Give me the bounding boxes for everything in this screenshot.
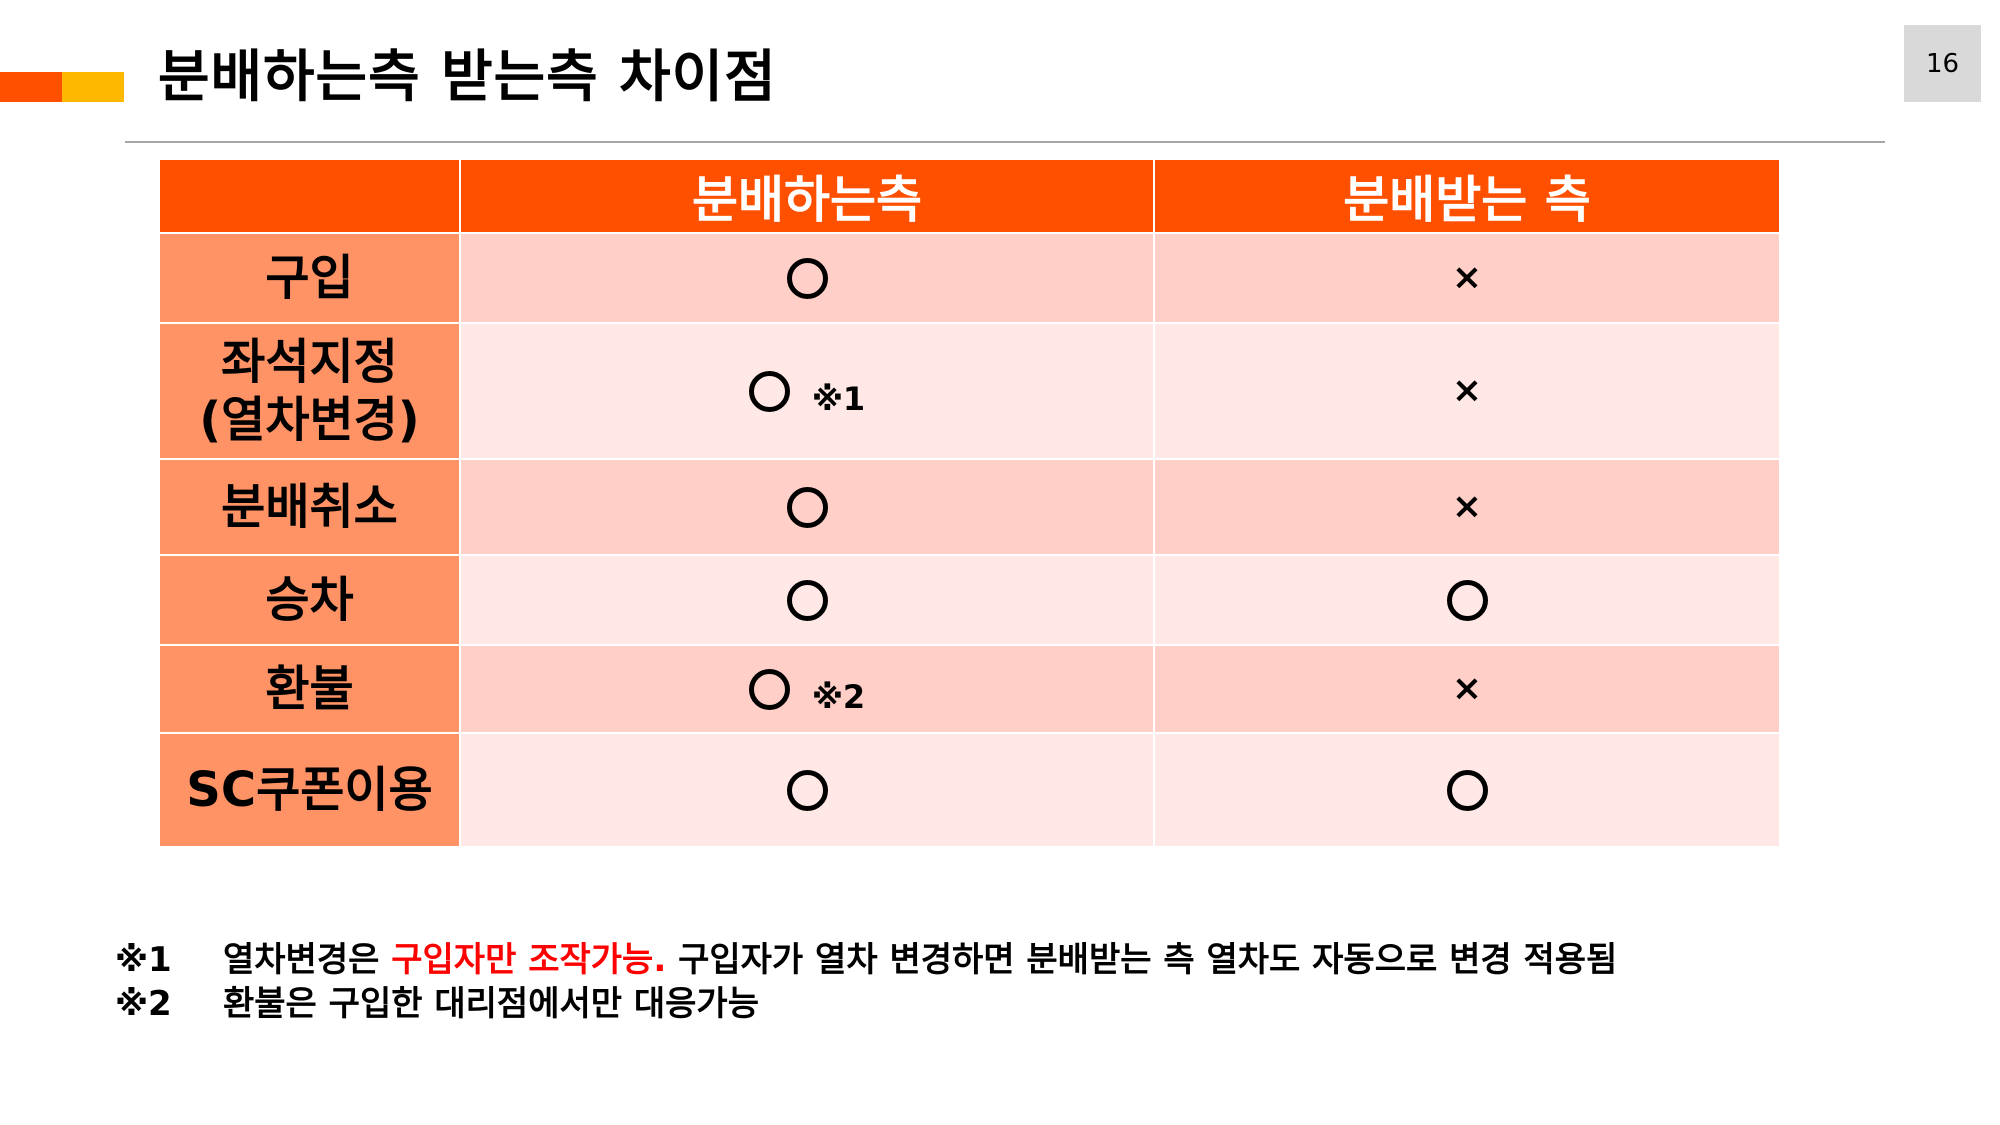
recipient-cell: × bbox=[1155, 324, 1779, 460]
recipient-cell: × bbox=[1155, 646, 1779, 734]
distributor-cell bbox=[461, 556, 1155, 646]
footnote-mark: ※2 bbox=[115, 984, 172, 1024]
footnote-1: ※1 열차변경은 구입자만 조작가능. 구입자가 열차 변경하면 분배받는 측 … bbox=[115, 938, 1617, 982]
footnote-highlight: 구입자만 조작가능. bbox=[391, 940, 667, 980]
cross-icon: × bbox=[1451, 668, 1483, 709]
comparison-table: 분배하는측 분배받는 측 구입 × 좌석지정 (열차변경) ※1 × 분배취소 bbox=[160, 160, 1779, 848]
circle-icon bbox=[748, 668, 790, 710]
table-row: SC쿠폰이용 bbox=[160, 734, 1779, 848]
row-label: SC쿠폰이용 bbox=[160, 734, 461, 848]
distributor-cell: ※2 bbox=[461, 646, 1155, 734]
circle-icon bbox=[748, 370, 790, 412]
circle-icon bbox=[1446, 769, 1488, 811]
row-label-line: (열차변경) bbox=[199, 392, 420, 448]
header-cell-empty bbox=[160, 160, 461, 234]
circle-icon bbox=[786, 769, 828, 811]
table-row: 구입 × bbox=[160, 234, 1779, 324]
row-label: 구입 bbox=[160, 234, 461, 324]
distributor-cell bbox=[461, 234, 1155, 324]
cross-icon: × bbox=[1451, 370, 1483, 411]
row-label: 환불 bbox=[160, 646, 461, 734]
note-reference: ※2 bbox=[811, 678, 866, 716]
footnote-mark: ※1 bbox=[115, 940, 172, 980]
title-divider bbox=[125, 141, 1885, 143]
recipient-cell bbox=[1155, 556, 1779, 646]
row-label-line: 좌석지정 bbox=[221, 334, 398, 390]
table-row: 좌석지정 (열차변경) ※1 × bbox=[160, 324, 1779, 460]
circle-icon bbox=[786, 579, 828, 621]
footnote-2: ※2 환불은 구입한 대리점에서만 대응가능 bbox=[115, 982, 1617, 1026]
footnote-text: 구입자가 열차 변경하면 분배받는 측 열차도 자동으로 변경 적용됨 bbox=[666, 940, 1618, 980]
cross-icon: × bbox=[1451, 257, 1483, 298]
recipient-cell bbox=[1155, 734, 1779, 848]
row-label: 좌석지정 (열차변경) bbox=[160, 324, 461, 460]
circle-icon bbox=[786, 257, 828, 299]
accent-bar-yellow bbox=[62, 72, 124, 102]
page-number: 16 bbox=[1904, 25, 1981, 102]
page-title: 분배하는측 받는측 차이점 bbox=[158, 45, 777, 110]
distributor-cell bbox=[461, 460, 1155, 556]
row-label: 분배취소 bbox=[160, 460, 461, 556]
recipient-cell: × bbox=[1155, 234, 1779, 324]
footnote-text: 열차변경은 bbox=[223, 940, 392, 980]
distributor-cell bbox=[461, 734, 1155, 848]
footnotes: ※1 열차변경은 구입자만 조작가능. 구입자가 열차 변경하면 분배받는 측 … bbox=[115, 938, 1617, 1026]
row-label: 승차 bbox=[160, 556, 461, 646]
footnote-text: 환불은 구입한 대리점에서만 대응가능 bbox=[223, 984, 759, 1024]
recipient-cell: × bbox=[1155, 460, 1779, 556]
note-reference: ※1 bbox=[811, 380, 866, 418]
cross-icon: × bbox=[1451, 486, 1483, 527]
circle-icon bbox=[786, 486, 828, 528]
circle-icon bbox=[1446, 579, 1488, 621]
table-row: 환불 ※2 × bbox=[160, 646, 1779, 734]
table-header-row: 분배하는측 분배받는 측 bbox=[160, 160, 1779, 234]
header-cell-recipient: 분배받는 측 bbox=[1155, 160, 1779, 234]
header-cell-distributor: 분배하는측 bbox=[461, 160, 1155, 234]
table-row: 승차 bbox=[160, 556, 1779, 646]
table-row: 분배취소 × bbox=[160, 460, 1779, 556]
distributor-cell: ※1 bbox=[461, 324, 1155, 460]
accent-bar-red bbox=[0, 72, 62, 102]
